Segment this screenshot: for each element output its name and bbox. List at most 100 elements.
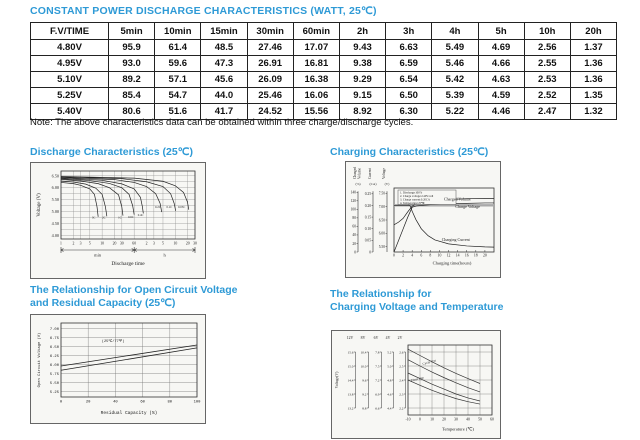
- temp-chart-box: Voltage(V) 12V 15.6 15.0 14.4 13.8 13.2 8V 10.4 1…: [331, 330, 501, 439]
- curve-2C: [60, 180, 108, 217]
- x-axis-label: Charging time(hours): [433, 261, 472, 266]
- scale-tick-label: 2.2: [399, 406, 404, 410]
- axis-tick-label: 0: [369, 250, 371, 254]
- table-header-cell: 4h: [431, 22, 479, 40]
- table-header-row: F.V/TIME 5min 10min 15min 30min 60min 2h 3h 4h 5h…: [30, 22, 618, 40]
- discharge-chart: 6.50 6.00 5.50 5.00 4.50 4.00 Voltage (V) 1 2 3 5 1…: [37, 170, 197, 267]
- axis-tick-label: 0.25: [365, 192, 371, 196]
- x-tick-label: 0: [60, 401, 63, 405]
- y-axis-label: Voltage(V): [335, 371, 339, 389]
- x-tick-label: 14: [456, 254, 460, 258]
- band-lower-float-use: [407, 379, 481, 405]
- table-cell: 41.7: [200, 103, 248, 120]
- table-cell: 4.63: [477, 71, 525, 88]
- table-cell: 1.32: [569, 103, 618, 120]
- scale-tick-label: 15.6: [348, 350, 354, 354]
- table-cell: 5.40V: [30, 103, 109, 120]
- scale-tick-label: 13.2: [348, 406, 354, 410]
- table-cell: 17.07: [292, 39, 340, 56]
- table-cell: 4.69: [477, 39, 525, 56]
- discharge-section-title: Discharge Characteristics (25℃): [30, 146, 193, 158]
- table-cell: 6.59: [385, 55, 433, 72]
- x-tick-label: 20: [86, 401, 91, 405]
- scale-tick-label: 2.3: [399, 392, 404, 396]
- axis-tick-label: 0.05: [365, 239, 371, 243]
- table-cell: 26.09: [246, 71, 294, 88]
- x-tick-label: 12: [447, 254, 451, 258]
- unit-label-h: h: [163, 253, 166, 258]
- x-tick-label: 20: [442, 418, 446, 422]
- table-cell: 5.42: [431, 71, 479, 88]
- x-tick-label: 3: [153, 242, 155, 246]
- charging-section-title: Charging Characteristics (25℃): [330, 146, 489, 158]
- table-cell: 2.47: [523, 103, 571, 120]
- table-cell: 5.22: [431, 103, 479, 120]
- table-row: 4.80V 95.9 61.4 48.5 27.46 17.07 9.43 6.63 5.49 4…: [30, 39, 618, 56]
- curve-label: 3C: [92, 216, 96, 220]
- curve-label: 0.2C: [155, 205, 161, 209]
- table-row: 5.25V 85.4 54.7 44.0 25.46 16.06 9.15 6.50 5.39 4…: [30, 87, 618, 104]
- band-upper-cycle-use: [407, 348, 481, 384]
- band-label: Float Use: [411, 375, 425, 382]
- unit-label-min: min: [94, 253, 102, 258]
- x-tick-label: 30: [454, 418, 458, 422]
- table-cell: 1.36: [569, 71, 618, 88]
- axis-tick-label: 60: [352, 225, 356, 229]
- temp-chart: Voltage(V) 12V 15.6 15.0 14.4 13.8 13.2 8V 10.4 1…: [335, 336, 494, 432]
- x-tick-label: 30: [193, 242, 197, 246]
- plot-border: [60, 322, 198, 398]
- curve-0.2C: [60, 177, 163, 213]
- curve-0.05C: [60, 176, 190, 210]
- table-cell: 61.4: [154, 39, 202, 56]
- x-tick-label: 0: [419, 418, 421, 422]
- table-row: 5.10V 89.2 57.1 45.6 26.09 16.38 9.29 6.54 5.42 4…: [30, 71, 618, 88]
- axis-tick-label: 140: [351, 191, 357, 195]
- y-axis-label: Voltage (V): [37, 193, 42, 217]
- scale-header: 12V: [347, 336, 354, 340]
- plot-border: [393, 187, 495, 253]
- scale-header: 2V: [398, 336, 403, 340]
- axis-tick-label: 40: [352, 233, 356, 237]
- x-tick-label: 60: [140, 401, 145, 405]
- table-cell: 16.06: [292, 87, 340, 104]
- x-tick-label: 16: [465, 254, 469, 258]
- temp-title-line2: Charging Voltage and Temperature: [330, 301, 504, 313]
- scale-tick-label: 8.8: [362, 406, 367, 410]
- ocv-title-line2: and Residual Capacity (25℃): [30, 297, 176, 309]
- table-cell: 27.46: [246, 39, 294, 56]
- y-tick-label: 4.00: [52, 233, 59, 238]
- table-header-cell: F.V/TIME: [30, 22, 109, 40]
- y-tick-label: 6.50: [50, 346, 60, 350]
- table-cell: 4.46: [477, 103, 525, 120]
- table-cell: 16.38: [292, 71, 340, 88]
- x-tick-label: 60: [132, 242, 136, 246]
- ocv-chart: 7.00 6.75 6.50 6.25 6.00 5.75 5.50 5.25 Open Cir…: [37, 322, 201, 416]
- scale-tick-label: 2.5: [399, 364, 404, 368]
- x-tick-label: 2: [72, 242, 74, 246]
- table-cell: 4.66: [477, 55, 525, 72]
- table-cell: 9.43: [338, 39, 387, 56]
- axis-unit: (%): [355, 182, 360, 186]
- x-tick-label: 18: [474, 254, 478, 258]
- ocv-line-upper: [60, 344, 198, 367]
- table-cell: 9.38: [338, 55, 387, 72]
- table-cell: 6.54: [385, 71, 433, 88]
- axis-tick-label: 6.50: [379, 218, 385, 222]
- axis-tick-label: 100: [351, 208, 357, 212]
- scale-tick-label: 7.2: [375, 378, 380, 382]
- scale-tick-label: 9.6: [362, 378, 367, 382]
- page-title: CONSTANT POWER DISCHARGE CHARACTERISTICS…: [30, 5, 377, 17]
- table-note: Note: The above characteristics data can…: [30, 117, 414, 128]
- y-tick-label: 6.75: [50, 337, 60, 341]
- curve-label: Charge Voltage: [455, 204, 480, 209]
- table-cell: 85.4: [107, 87, 156, 104]
- axis-tick-label: 20: [352, 242, 356, 246]
- table-cell: 9.29: [338, 71, 387, 88]
- table-cell: 4.80V: [30, 39, 109, 56]
- x-tick-label: 1: [60, 242, 62, 246]
- table-cell: 80.6: [107, 103, 156, 120]
- table-row: 5.40V 80.6 51.6 41.7 24.52 15.56 8.92 6.30 5.22 4…: [30, 103, 618, 120]
- x-tick-label: 10: [438, 254, 442, 258]
- y-tick-label: 4.50: [52, 221, 59, 226]
- x-tick-label: 2: [402, 254, 404, 258]
